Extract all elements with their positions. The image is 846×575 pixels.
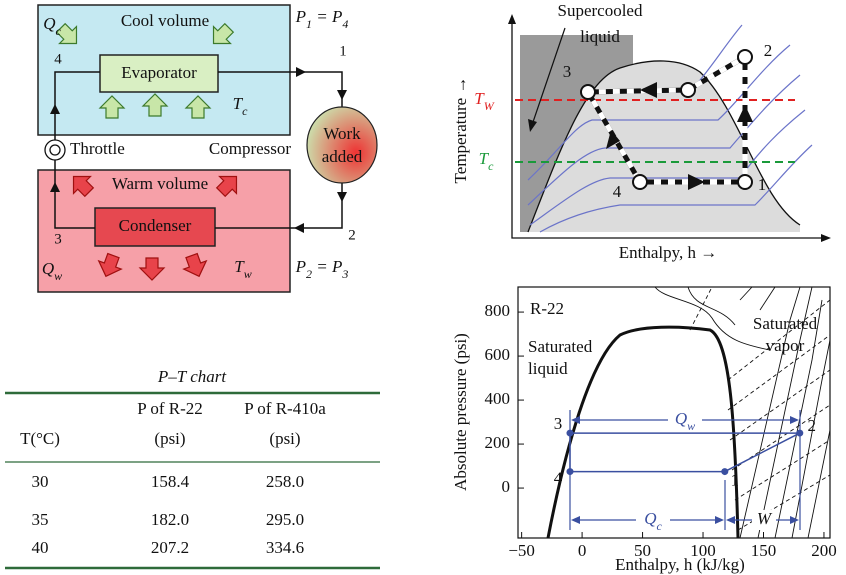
y-tick-label: 800 xyxy=(485,301,511,320)
pressure-label: P2 = P3 xyxy=(295,257,349,281)
table-cell: 35 xyxy=(32,510,49,529)
column-header: T(°C) xyxy=(20,429,60,448)
x-tick-label: −50 xyxy=(508,541,535,560)
volume-title: Cool volume xyxy=(121,11,209,30)
state-label: 4 xyxy=(54,51,62,67)
column-header: P of R-22 xyxy=(137,399,203,418)
volume-title: Warm volume xyxy=(112,174,208,193)
label-part: c xyxy=(242,104,248,118)
column-header: P of R-410a xyxy=(244,399,326,418)
table-cell: 40 xyxy=(32,538,49,557)
callout: liquid xyxy=(580,27,620,46)
state-label: 2 xyxy=(808,416,817,435)
component-label: Condenser xyxy=(119,216,192,235)
y-tick-label: 600 xyxy=(485,345,511,364)
throttle-valve xyxy=(50,145,60,155)
state-label: 3 xyxy=(54,231,62,247)
state-label: 1 xyxy=(731,470,740,489)
pressure-label: P1 = P4 xyxy=(295,7,349,31)
label-part: = P xyxy=(312,7,342,26)
state-label: 4 xyxy=(554,468,563,487)
axis-title: Absolute pressure (psi) xyxy=(451,333,470,491)
work-label: Work xyxy=(323,124,361,143)
cycle-point xyxy=(721,468,728,475)
state-label: 1 xyxy=(339,43,347,59)
table-cell: 207.2 xyxy=(151,538,189,557)
state-label: 4 xyxy=(613,182,622,201)
label-part: P xyxy=(295,7,306,26)
axis-title: Enthalpy, h (kJ/kg) xyxy=(615,555,745,574)
label-part: Q xyxy=(644,509,656,528)
label-part: = P xyxy=(312,257,342,276)
label-part: 4 xyxy=(342,17,348,31)
flow-arrow xyxy=(337,90,347,100)
region-label: vapor xyxy=(766,336,805,355)
table-title: P–T chart xyxy=(157,367,227,386)
flow-arrow xyxy=(296,67,306,77)
region-label: liquid xyxy=(528,359,568,378)
x-tick-label: 200 xyxy=(811,541,837,560)
state-label: 3 xyxy=(563,62,572,81)
compressor xyxy=(307,107,377,183)
table-cell: 30 xyxy=(32,472,49,491)
column-header: (psi) xyxy=(269,429,300,448)
label-part: c xyxy=(488,159,494,173)
y-tick-label: 0 xyxy=(502,477,511,496)
table-cell: 182.0 xyxy=(151,510,189,529)
label-part: Q xyxy=(43,14,55,33)
table-cell: 334.6 xyxy=(266,538,304,557)
label-part: P xyxy=(295,257,306,276)
table-cell: 295.0 xyxy=(266,510,304,529)
region-label: Saturated xyxy=(753,314,818,333)
axis-arrow xyxy=(821,234,831,242)
refrigerant-label: R-22 xyxy=(530,299,564,318)
label-part: w xyxy=(54,269,62,283)
table-cell: 258.0 xyxy=(266,472,304,491)
state-label: 2 xyxy=(348,227,356,243)
x-tick-label: 0 xyxy=(578,541,587,560)
component-label: Throttle xyxy=(70,139,125,158)
label-part: w xyxy=(244,267,252,281)
pt-table xyxy=(5,393,380,568)
figure: QcCool volumeTcQwWarm volumeTwEvaporator… xyxy=(0,0,846,575)
state-label: 3 xyxy=(554,414,563,433)
state-label: 2 xyxy=(764,41,773,60)
table-cell: 158.4 xyxy=(151,472,190,491)
component-label: Evaporator xyxy=(121,63,197,82)
label-part: c xyxy=(55,24,61,38)
label-part: Q xyxy=(42,259,54,278)
flow-arrow xyxy=(294,223,304,233)
label-part: 3 xyxy=(341,267,348,281)
column-header: (psi) xyxy=(154,429,185,448)
callout: Supercooled xyxy=(558,1,643,20)
t-warm-label: TW xyxy=(474,89,494,113)
region-label: Saturated xyxy=(528,337,593,356)
work-label: W xyxy=(757,509,773,528)
t-cool-label: Tc xyxy=(479,149,494,173)
y-tick-label: 200 xyxy=(485,433,511,452)
label-part: c xyxy=(656,519,662,533)
work-label: added xyxy=(322,147,363,166)
axis-arrow xyxy=(508,14,516,24)
axis-title: Enthalpy, h → xyxy=(619,243,718,262)
y-tick-label: 400 xyxy=(485,389,511,408)
state-label: 1 xyxy=(758,175,767,194)
component-label: Compressor xyxy=(209,139,292,158)
label-part: W xyxy=(484,99,495,113)
th-diagram xyxy=(508,14,831,242)
x-tick-label: 150 xyxy=(751,541,777,560)
label-part: Q xyxy=(675,409,687,428)
axis-title: Temperature → xyxy=(451,77,470,184)
label-part: w xyxy=(687,419,695,433)
flow-arrow xyxy=(337,192,347,202)
